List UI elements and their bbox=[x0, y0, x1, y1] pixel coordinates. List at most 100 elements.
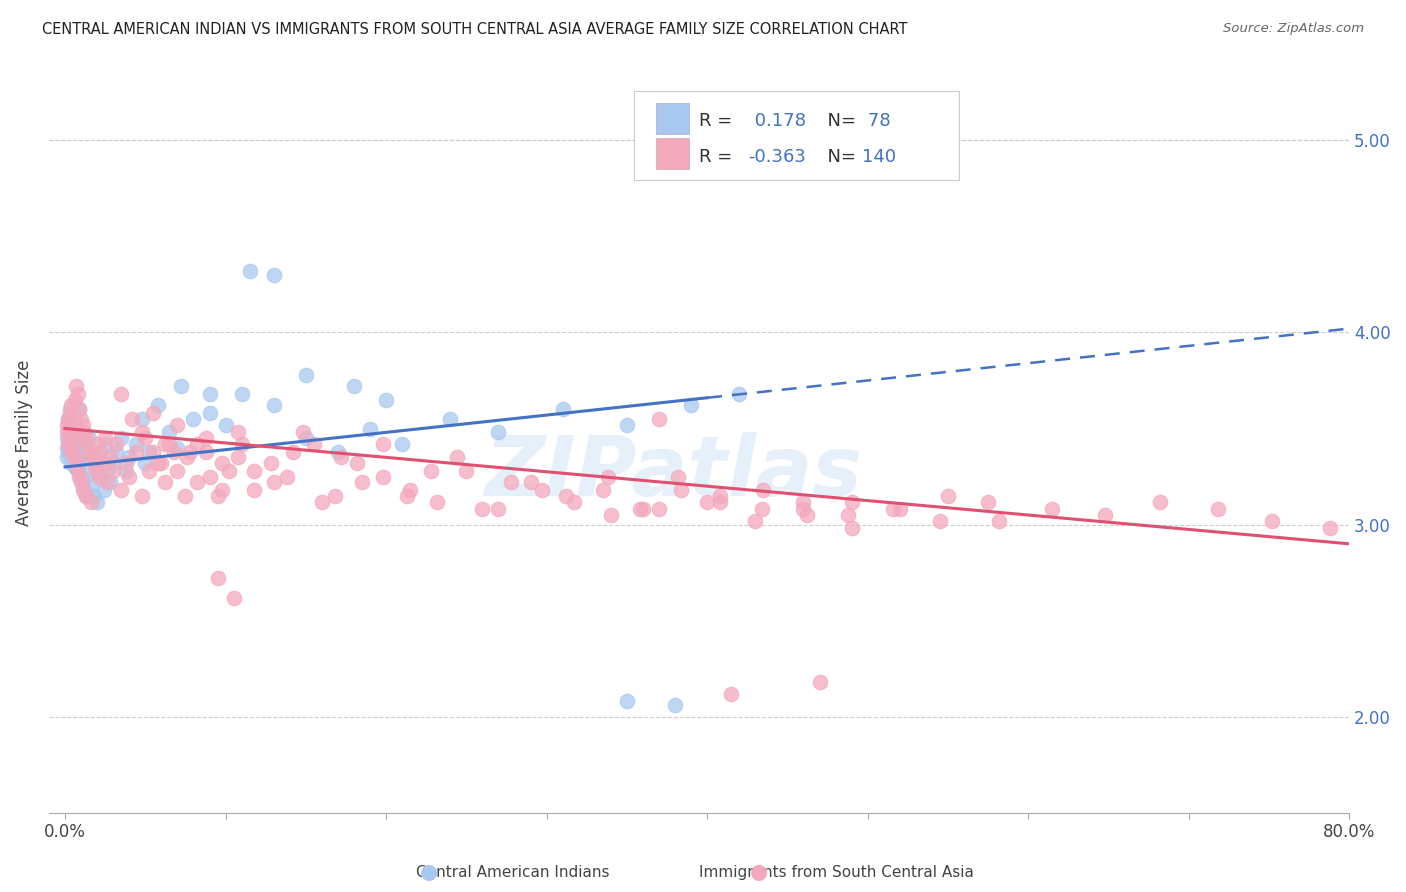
Point bbox=[211, 483, 233, 497]
Text: 78: 78 bbox=[862, 112, 890, 130]
Point bbox=[76, 464, 98, 478]
Point bbox=[295, 368, 318, 382]
Point bbox=[456, 464, 478, 478]
Point bbox=[281, 444, 304, 458]
Point bbox=[62, 437, 84, 451]
Point bbox=[105, 437, 128, 451]
Point bbox=[70, 475, 93, 490]
Point bbox=[243, 483, 266, 497]
Point bbox=[346, 456, 368, 470]
Point bbox=[66, 464, 89, 478]
Point bbox=[519, 475, 541, 490]
Point bbox=[808, 675, 831, 690]
Point bbox=[138, 444, 160, 458]
Point bbox=[131, 412, 153, 426]
Point bbox=[77, 444, 100, 458]
Point bbox=[929, 514, 952, 528]
Point bbox=[239, 264, 262, 278]
Point bbox=[792, 502, 814, 516]
Point bbox=[58, 444, 80, 458]
Point bbox=[709, 489, 731, 503]
Point bbox=[311, 494, 333, 508]
Point bbox=[326, 444, 349, 458]
Point bbox=[988, 514, 1011, 528]
Point bbox=[696, 494, 718, 508]
Point bbox=[72, 483, 94, 497]
Point bbox=[94, 437, 117, 451]
Point bbox=[150, 456, 173, 470]
Point bbox=[142, 406, 165, 420]
Point bbox=[562, 494, 585, 508]
Point bbox=[87, 469, 110, 483]
Text: Central American Indians: Central American Indians bbox=[416, 865, 610, 880]
Point bbox=[96, 464, 118, 478]
Point bbox=[75, 437, 97, 451]
Point bbox=[395, 489, 418, 503]
Point bbox=[55, 425, 77, 440]
Point bbox=[58, 412, 80, 426]
Point bbox=[163, 444, 186, 458]
Text: ●: ● bbox=[420, 863, 437, 882]
Point bbox=[146, 456, 169, 470]
Point bbox=[77, 431, 100, 445]
Point bbox=[60, 399, 83, 413]
Point bbox=[63, 392, 86, 407]
Point bbox=[664, 698, 686, 713]
Point bbox=[62, 431, 84, 445]
Point bbox=[84, 464, 107, 478]
Point bbox=[80, 479, 103, 493]
Point bbox=[157, 437, 180, 451]
Point bbox=[228, 450, 250, 465]
Point bbox=[214, 417, 236, 432]
Point bbox=[121, 412, 143, 426]
Point bbox=[60, 417, 83, 432]
Point bbox=[153, 437, 176, 451]
Point bbox=[420, 464, 443, 478]
Text: R =: R = bbox=[699, 147, 738, 166]
Point bbox=[228, 425, 250, 440]
Point bbox=[263, 268, 285, 282]
Text: -0.363: -0.363 bbox=[748, 147, 807, 166]
Point bbox=[60, 456, 83, 470]
Point bbox=[882, 502, 904, 516]
Point bbox=[82, 444, 104, 458]
Point bbox=[323, 489, 346, 503]
Point bbox=[55, 431, 77, 445]
Point bbox=[69, 402, 91, 417]
Point bbox=[179, 444, 201, 458]
Text: N=: N= bbox=[815, 147, 862, 166]
Point bbox=[596, 469, 619, 483]
Point bbox=[58, 437, 80, 451]
Point bbox=[166, 464, 188, 478]
Point bbox=[110, 431, 132, 445]
Point bbox=[110, 387, 132, 401]
Point bbox=[263, 475, 285, 490]
Point bbox=[446, 450, 468, 465]
Point bbox=[63, 460, 86, 475]
Point bbox=[681, 399, 703, 413]
Point bbox=[530, 483, 553, 497]
Point bbox=[488, 502, 510, 516]
Point bbox=[195, 444, 218, 458]
Point bbox=[166, 441, 188, 455]
Point bbox=[183, 412, 205, 426]
Point bbox=[231, 387, 253, 401]
Point bbox=[98, 475, 121, 490]
Point bbox=[124, 444, 146, 458]
Point bbox=[751, 502, 773, 516]
Point bbox=[174, 489, 197, 503]
Point bbox=[631, 502, 654, 516]
Text: N=: N= bbox=[815, 112, 862, 130]
Point bbox=[350, 475, 373, 490]
Point bbox=[65, 456, 87, 470]
Point bbox=[63, 412, 86, 426]
Point bbox=[792, 494, 814, 508]
Point bbox=[291, 425, 314, 440]
Point bbox=[69, 402, 91, 417]
Point bbox=[1206, 502, 1229, 516]
Point bbox=[75, 489, 97, 503]
Point bbox=[231, 437, 253, 451]
Point bbox=[72, 475, 94, 490]
Point bbox=[55, 441, 77, 455]
Point bbox=[276, 469, 298, 483]
